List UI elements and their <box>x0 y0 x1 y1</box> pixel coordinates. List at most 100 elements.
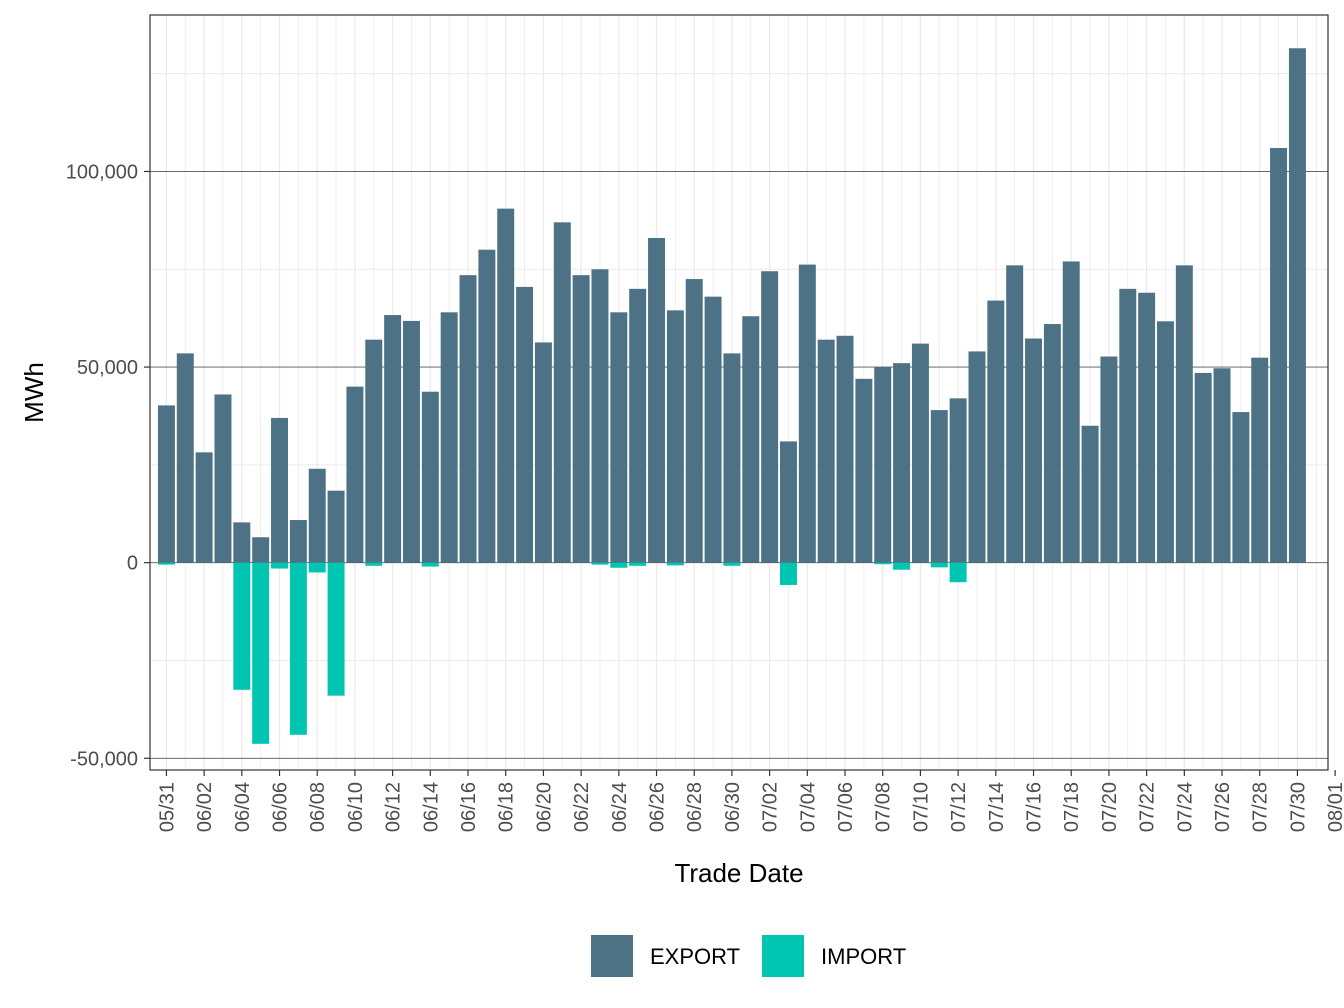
x-tick-label: 06/30 <box>722 782 744 832</box>
bar-export-07-09 <box>893 363 911 563</box>
bar-export-07-30 <box>1288 48 1306 563</box>
bar-import-06-04 <box>233 562 251 690</box>
bar-export-07-12 <box>949 398 967 563</box>
bar-export-07-13 <box>968 351 986 563</box>
bar-import-07-08 <box>874 562 892 565</box>
bar-export-06-11 <box>365 339 383 563</box>
bar-import-06-05 <box>252 562 270 744</box>
x-tick-label: 06/24 <box>609 782 631 832</box>
x-tick-label: 07/30 <box>1287 782 1309 832</box>
x-axis-title: Trade Date <box>674 858 803 888</box>
bar-export-06-24 <box>610 312 628 563</box>
bar-export-07-10 <box>911 343 929 563</box>
bar-export-06-22 <box>572 275 590 563</box>
x-tick-label: 07/16 <box>1024 782 1046 832</box>
bar-import-06-06 <box>271 562 289 569</box>
bar-export-07-27 <box>1232 412 1250 563</box>
x-tick-label: 06/08 <box>307 782 329 832</box>
x-tick-label: 06/14 <box>420 782 442 832</box>
bar-export-06-16 <box>459 275 477 563</box>
bar-import-06-14 <box>421 562 439 567</box>
panel-border <box>149 14 1329 771</box>
bar-export-06-01 <box>176 353 194 563</box>
x-tick-label: 07/24 <box>1174 782 1196 832</box>
bar-export-07-03 <box>779 441 797 563</box>
bar-import-06-27 <box>666 562 684 566</box>
bar-export-07-25 <box>1194 372 1212 563</box>
x-tick-label: 07/22 <box>1137 782 1159 832</box>
bar-export-06-05 <box>252 537 270 563</box>
bar-export-06-15 <box>440 312 458 563</box>
bar-export-07-02 <box>761 271 779 563</box>
x-tick-label: 07/06 <box>835 782 857 832</box>
y-tick-label: -50,000 <box>70 748 138 770</box>
bar-export-07-21 <box>1119 288 1137 563</box>
bar-export-06-08 <box>308 468 326 563</box>
x-tick-label: 06/16 <box>458 782 480 832</box>
bar-import-07-03 <box>779 562 797 585</box>
bar-import-06-07 <box>289 562 307 735</box>
bar-export-06-04 <box>233 522 251 563</box>
x-tick-label: 06/20 <box>533 782 555 832</box>
x-tick-label: 06/18 <box>496 782 518 832</box>
x-tick-label: 05/31 <box>156 782 178 832</box>
bar-export-06-02 <box>195 452 213 563</box>
bar-export-07-06 <box>836 335 854 563</box>
x-tick-label: 07/14 <box>986 782 1008 832</box>
bar-export-06-18 <box>497 208 515 563</box>
bar-export-07-16 <box>1025 338 1043 563</box>
bar-export-05-31 <box>157 405 175 563</box>
x-tick-label: 07/18 <box>1061 782 1083 832</box>
legend-key-import <box>762 935 804 977</box>
bar-export-06-26 <box>648 237 666 563</box>
y-tick-label: 0 <box>127 553 138 575</box>
x-tick-label: 07/26 <box>1212 782 1234 832</box>
bar-export-07-20 <box>1100 356 1118 563</box>
x-tick-label: 06/02 <box>194 782 216 832</box>
bar-import-06-24 <box>610 562 628 568</box>
y-axis: -50,000 0 50,000 100,000 <box>66 161 150 770</box>
bar-export-06-12 <box>384 315 402 563</box>
bar-import-06-08 <box>308 562 326 573</box>
bar-export-07-01 <box>742 316 760 563</box>
bar-export-07-07 <box>855 378 873 563</box>
y-tick-label: 50,000 <box>77 357 138 379</box>
bar-export-06-14 <box>421 391 439 563</box>
legend-label-export: EXPORT <box>650 944 740 969</box>
bar-import-07-12 <box>949 562 967 583</box>
bar-export-06-19 <box>516 286 534 563</box>
x-tick-label: 06/26 <box>647 782 669 832</box>
bar-export-07-28 <box>1251 357 1269 563</box>
legend-key-export <box>591 935 633 977</box>
bar-export-06-17 <box>478 249 496 563</box>
bar-export-07-19 <box>1081 425 1099 563</box>
legend-label-import: IMPORT <box>821 944 906 969</box>
bar-export-06-13 <box>402 320 420 563</box>
bar-import-07-11 <box>930 562 948 568</box>
x-tick-label: 07/04 <box>797 782 819 832</box>
bar-export-06-03 <box>214 394 232 563</box>
bar-export-06-21 <box>553 222 571 563</box>
bar-export-06-07 <box>289 520 307 563</box>
x-tick-label: 07/20 <box>1099 782 1121 832</box>
x-axis: 05/31 06/02 06/04 06/06 06/08 06/10 06/12 06/14… <box>156 770 1344 832</box>
bar-export-07-18 <box>1062 261 1080 563</box>
x-tick-label: 06/06 <box>270 782 292 832</box>
bar-export-06-06 <box>271 417 289 563</box>
bar-export-06-25 <box>629 288 647 563</box>
bar-export-06-20 <box>534 342 552 563</box>
bar-import-06-11 <box>365 562 383 566</box>
bar-export-06-27 <box>666 310 684 563</box>
bar-export-06-09 <box>327 490 345 563</box>
bar-export-07-26 <box>1213 368 1231 563</box>
bar-import-06-23 <box>591 562 609 565</box>
bar-export-06-10 <box>346 386 364 563</box>
x-tick-label: 06/04 <box>232 782 254 832</box>
bars <box>157 48 1306 744</box>
x-tick-label: 06/10 <box>345 782 367 832</box>
x-tick-label: 06/12 <box>383 782 405 832</box>
y-tick-label: 100,000 <box>66 161 138 183</box>
x-tick-label: 07/10 <box>910 782 932 832</box>
bar-export-07-15 <box>1006 265 1024 563</box>
bar-import-06-30 <box>723 562 741 566</box>
